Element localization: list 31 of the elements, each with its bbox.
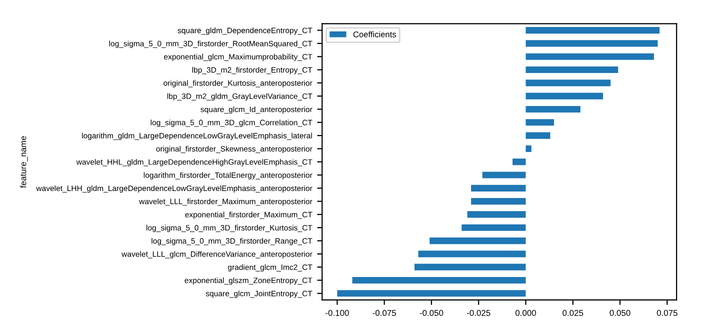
legend-label: Coefficients (353, 31, 396, 38)
bar (471, 184, 526, 192)
bar (418, 250, 526, 258)
bar (526, 132, 550, 139)
y-axis-title: feature_name (20, 136, 28, 188)
bar (526, 106, 580, 113)
x-tick-label: 0.075 (656, 310, 678, 316)
x-tick-label: -0.025 (466, 310, 490, 316)
bar (526, 27, 660, 34)
x-tick-label: -0.075 (372, 310, 396, 316)
bar (430, 237, 526, 244)
bar (526, 53, 654, 60)
x-tick-label: -0.050 (420, 310, 444, 316)
bar (526, 66, 618, 74)
bar (526, 40, 658, 47)
x-tick-label: 0.025 (562, 310, 584, 316)
x-tick-label: -0.100 (326, 310, 349, 316)
bar (526, 92, 604, 100)
bar (414, 264, 526, 270)
bar (337, 290, 526, 297)
bar (482, 172, 526, 178)
bar (352, 276, 526, 284)
bar (526, 145, 532, 152)
bar (512, 158, 526, 166)
bar (526, 80, 611, 86)
x-tick-label: 0.000 (515, 310, 536, 316)
bar (462, 224, 526, 231)
bar (526, 119, 554, 126)
bar (471, 198, 526, 205)
bar (467, 211, 526, 218)
x-tick-label: 0.050 (610, 310, 630, 316)
